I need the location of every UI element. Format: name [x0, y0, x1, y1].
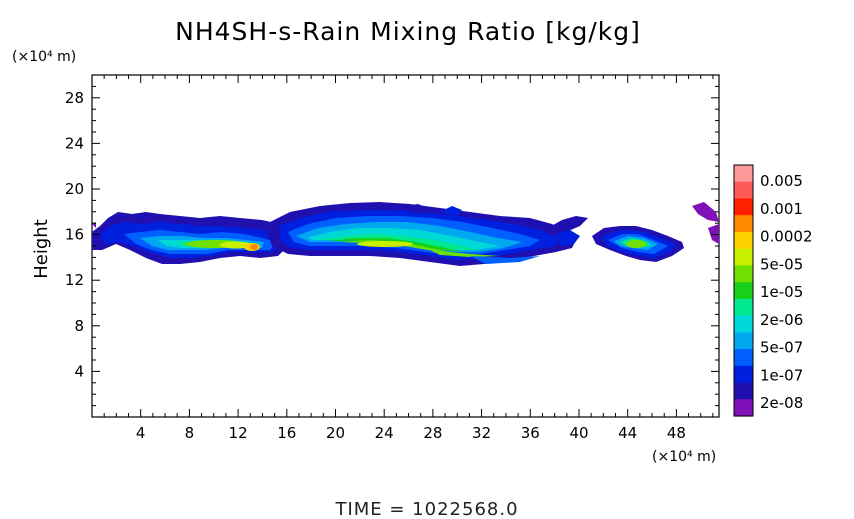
x-tick-label: 4: [136, 424, 146, 442]
y-tick-label: 8: [74, 317, 84, 335]
colorbar-swatch: [734, 198, 753, 216]
colorbar-swatch: [734, 248, 753, 266]
y-tick-label: 4: [74, 362, 84, 380]
y-tick-label: 20: [65, 180, 84, 198]
wisps: [92, 202, 719, 246]
colorbar-label: 2e-06: [760, 311, 803, 329]
time-label: TIME = 1022568.0: [334, 499, 518, 519]
cloud-right: [592, 226, 684, 262]
x-tick-label: 16: [277, 424, 296, 442]
colorbar-swatch: [734, 399, 753, 417]
colorbar-swatch: [734, 215, 753, 233]
colorbar-swatch: [734, 382, 753, 400]
x-tick-label: 32: [472, 424, 491, 442]
colorbar-label: 5e-05: [760, 255, 803, 273]
contour-field: [92, 202, 719, 266]
x-tick-label: 48: [667, 424, 686, 442]
x-tick-label: 40: [569, 424, 588, 442]
colorbar-label: 1e-05: [760, 283, 803, 301]
colorbar-swatch: [734, 315, 753, 333]
x-tick-label: 28: [423, 424, 442, 442]
x-axis-unit: (×10⁴ m): [652, 449, 716, 465]
colorbar-label: 0.005: [760, 172, 803, 190]
x-ticks: 4 8 12 16 20 24 28 32 36 40 44 48: [103, 75, 714, 442]
colorbar-swatch: [734, 332, 753, 350]
colorbar-label: 0.0002: [760, 228, 813, 246]
cloud-left: [92, 212, 290, 264]
cloud-middle: [268, 202, 576, 266]
colorbar-swatch: [734, 282, 753, 300]
y-tick-label: 16: [65, 226, 84, 244]
colorbar-swatch: [734, 298, 753, 317]
colorbar-swatch: [734, 165, 753, 183]
colorbar-swatch: [734, 265, 753, 283]
colorbar-label: 2e-08: [760, 394, 803, 412]
y-tick-label: 28: [65, 89, 84, 107]
y-tick-label: 12: [65, 271, 84, 289]
colorbar-swatch: [734, 365, 753, 384]
colorbar-label: 0.001: [760, 200, 803, 218]
colorbar-label: 5e-07: [760, 339, 803, 357]
colorbar-swatch: [734, 181, 753, 200]
colorbar-label: 1e-07: [760, 366, 803, 384]
x-tick-label: 36: [521, 424, 540, 442]
x-tick-label: 24: [375, 424, 394, 442]
colorbar: 0.005 0.001 0.0002 5e-05 1e-05 2e-06 5e-07 1e-0…: [733, 164, 813, 417]
x-tick-label: 44: [618, 424, 637, 442]
x-tick-label: 12: [229, 424, 248, 442]
colorbar-swatch: [734, 349, 753, 367]
chart-title: NH4SH-s-Rain Mixing Ratio [kg/kg]: [175, 17, 641, 46]
y-axis-label: Height: [31, 219, 52, 279]
x-tick-label: 20: [326, 424, 345, 442]
x-tick-label: 8: [185, 424, 195, 442]
colorbar-frame: [733, 164, 754, 417]
y-ticks: 4 8 12 16 20 24 28: [65, 85, 719, 407]
y-tick-label: 24: [65, 134, 84, 152]
colorbar-swatch: [734, 231, 753, 250]
y-axis-unit: (×10⁴ m): [12, 49, 76, 65]
